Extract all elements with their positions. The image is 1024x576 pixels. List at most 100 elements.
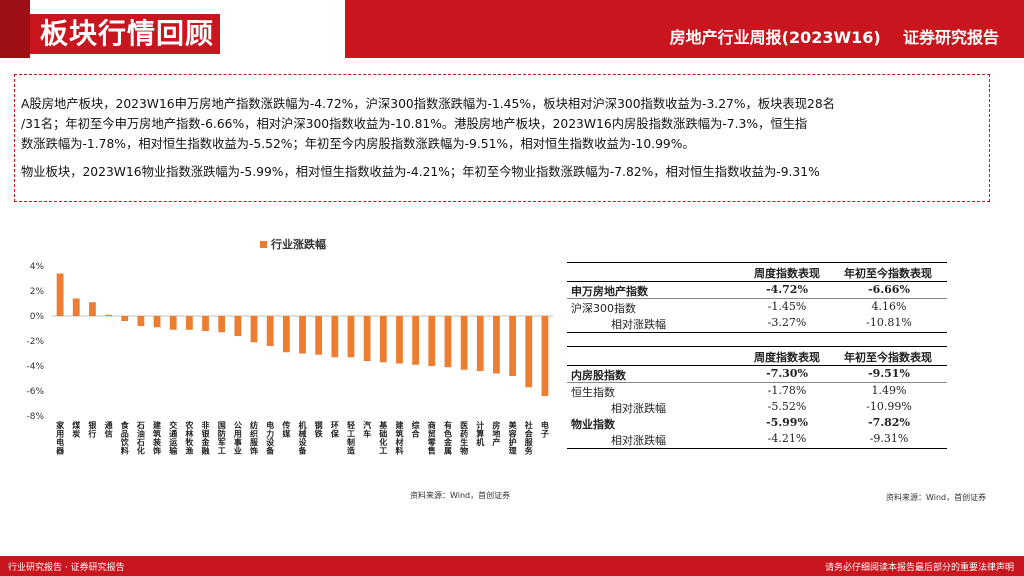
bar-基础化工 (379, 316, 387, 363)
y-tick-label: -8% (26, 412, 44, 422)
summary-line-2: /31名；年初至今申万房地产指数-6.66%，相对沪深300指数收益为-10.8… (21, 117, 808, 131)
y-tick-label: -2% (26, 337, 44, 347)
x-tick-label: 通信 (105, 420, 113, 439)
x-tick-label: 医药生物 (460, 421, 468, 456)
ytd-value: -7.82% (868, 416, 910, 429)
bar-纺织服饰 (250, 316, 258, 343)
x-tick-label: 钢铁 (315, 420, 323, 439)
bar-家用电器 (56, 273, 64, 316)
y-tick-label: -4% (26, 362, 44, 372)
x-tick-label: 社会服务 (524, 420, 534, 456)
bar-电子 (541, 316, 549, 396)
x-tick-label: 非银金融 (201, 420, 211, 456)
weekly-value: -4.72% (766, 283, 808, 296)
x-tick-label: 农林牧渔 (184, 420, 194, 456)
bar-建筑装饰 (153, 316, 161, 328)
weekly-value: -7.30% (766, 367, 808, 380)
x-tick-label: 汽车 (363, 420, 371, 439)
y-tick-label: 4% (30, 262, 45, 272)
x-tick-label: 交通运输 (169, 420, 178, 456)
summary-box: A股房地产板块，2023W16申万房地产指数涨跌幅为-4.72%，沪深300指数… (14, 74, 990, 202)
weekly-value: -5.99% (766, 416, 808, 429)
x-tick-label: 轻工制造 (347, 420, 355, 456)
x-tick-label: 纺织服饰 (250, 420, 259, 456)
bar-银行 (89, 302, 96, 316)
bar-有色金属 (444, 316, 452, 368)
weekly-value: -1.45% (767, 300, 807, 313)
chart-source: 资料来源：Wind，首创证券 (410, 491, 511, 500)
legend-swatch (260, 240, 267, 248)
table-rule (567, 332, 947, 333)
header-weekly: 周度指数表现 (754, 267, 820, 280)
bar-电力设备 (266, 316, 274, 346)
table-rule (567, 298, 947, 299)
x-tick-label: 银行 (87, 420, 97, 439)
footer-disclaimer: 请务必仔细阅读本报告最后部分的重要法律声明 (824, 563, 1014, 573)
bar-建筑材料 (396, 316, 403, 364)
header-ytd: 年初至今指数表现 (844, 351, 932, 364)
bar-轻工制造 (347, 316, 355, 358)
section-title: 板块行情回顾 (40, 17, 215, 50)
table-source: 资料来源：Wind，首创证券 (886, 493, 987, 502)
x-tick-label: 商贸零售 (427, 420, 437, 456)
table-row: 申万房地产指数 -4.72% -6.66% (567, 282, 947, 298)
ytd-value: -6.66% (868, 283, 910, 296)
weekly-value: -3.27% (767, 316, 807, 329)
weekly-value: -4.21% (767, 432, 807, 445)
bar-食品饮料 (121, 316, 129, 321)
row-label: 相对涨跌幅 (611, 318, 666, 331)
table-row: 恒生指数 -1.78% 1.49% (567, 383, 947, 399)
table-rule (567, 281, 947, 282)
summary-line-1: A股房地产板块，2023W16申万房地产指数涨跌幅为-4.72%，沪深300指数… (21, 97, 835, 111)
section-title-box (30, 14, 220, 54)
row-label: 相对涨跌幅 (611, 402, 666, 415)
x-tick-label: 美容护理 (508, 420, 518, 456)
row-label: 沪深300指数 (571, 302, 636, 315)
x-tick-label: 基础化工 (378, 420, 388, 456)
table-row: 相对涨跌幅 -5.52% -10.99% (567, 399, 947, 415)
table-rule (567, 262, 947, 263)
y-tick-label: 2% (30, 287, 45, 297)
legend-label: 行业涨跌幅 (271, 238, 326, 251)
x-tick-label: 建筑装饰 (152, 420, 162, 456)
y-tick-label: -6% (26, 387, 44, 397)
row-label: 恒生指数 (571, 386, 615, 399)
bar-非银金融 (202, 316, 209, 331)
x-tick-label: 公用事业 (233, 421, 242, 456)
bar-医药生物 (460, 316, 468, 370)
x-tick-label: 综合 (411, 420, 421, 439)
bar-通信 (105, 314, 112, 316)
table-rule (567, 346, 947, 347)
x-tick-label: 电子 (541, 420, 549, 439)
ytd-value: 4.16% (871, 300, 907, 313)
x-tick-label: 电力设备 (265, 420, 275, 456)
bar-综合 (412, 316, 420, 365)
table-rule (567, 365, 947, 366)
x-tick-label: 石油石化 (136, 421, 145, 456)
x-tick-label: 食品饮料 (120, 420, 130, 456)
header-ytd: 年初至今指数表现 (844, 267, 932, 280)
x-tick-label: 房地产 (492, 420, 500, 447)
chart-legend: 行业涨跌幅 (260, 236, 326, 252)
ytd-value: -9.51% (868, 367, 910, 380)
row-label: 申万房地产指数 (571, 285, 648, 298)
table-row: 相对涨跌幅 -3.27% -10.81% (567, 315, 947, 331)
x-tick-label: 传媒 (281, 420, 291, 439)
row-label: 相对涨跌幅 (611, 434, 666, 447)
table-row: 物业指数 -5.99% -7.82% (567, 415, 947, 431)
bar-计算机 (476, 316, 484, 371)
bar-公用事业 (234, 316, 242, 336)
header-accent-bar (0, 0, 30, 58)
x-tick-label: 建筑材料 (394, 420, 404, 456)
report-title: 房地产行业周报(2023W16) 证券研究报告 (669, 28, 999, 47)
bar-商贸零售 (428, 316, 436, 366)
bar-国防军工 (218, 316, 226, 333)
ytd-value: -10.99% (866, 400, 912, 413)
industry-return-chart: 行业涨跌幅 4% 2% 0% -2% -4% -6% -8% 家用电器 煤炭 银行 通信 食品饮料 石油… (18, 228, 558, 518)
x-tick-label: 家用电器 (55, 420, 65, 456)
y-tick-label: 0% (30, 312, 45, 322)
x-tick-label: 国防军工 (218, 420, 226, 456)
table-row: 沪深300指数 -1.45% 4.16% (567, 299, 947, 315)
bar-chart-svg: 4% 2% 0% -2% -4% -6% -8% 家用电器煤炭银行通信食品饮料石油石化建筑装饰… (26, 262, 553, 456)
bar-环保 (331, 316, 339, 358)
